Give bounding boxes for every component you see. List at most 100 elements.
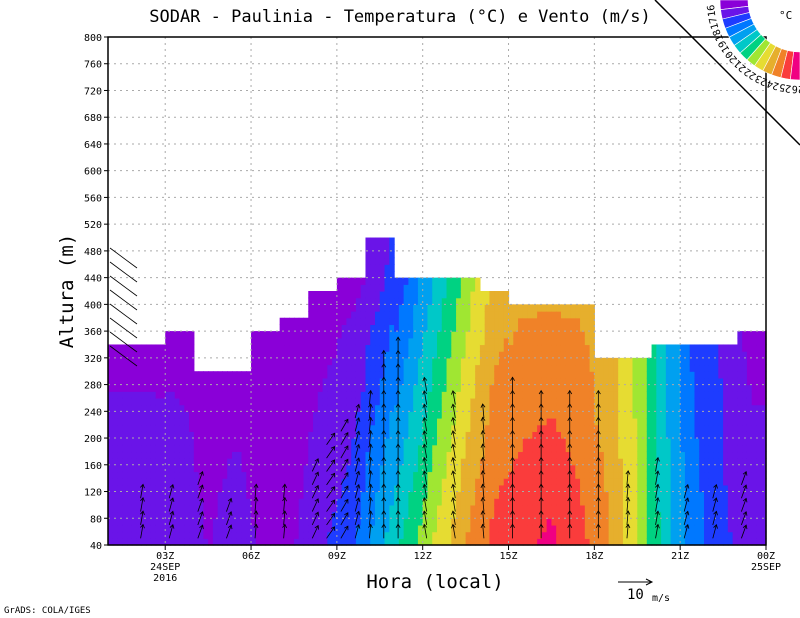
temperature-cell — [508, 351, 514, 359]
temperature-cell — [713, 411, 719, 419]
temperature-cell — [656, 397, 662, 406]
wind-arrowhead — [227, 511, 233, 516]
temperature-cell — [608, 438, 615, 446]
temperature-cell — [565, 451, 572, 459]
temperature-cell — [642, 518, 648, 526]
temperature-cell — [556, 424, 562, 432]
temperature-cell — [408, 438, 414, 446]
temperature-cell — [203, 424, 209, 432]
temperature-cell — [398, 498, 405, 506]
temperature-cell — [699, 524, 705, 533]
temperature-cell — [127, 391, 133, 399]
temperature-cell — [370, 464, 376, 473]
temperature-cell — [217, 404, 224, 412]
temperature-cell — [432, 424, 438, 432]
temperature-cell — [117, 431, 123, 439]
temperature-cell — [603, 371, 610, 379]
temperature-cell — [737, 418, 743, 426]
temperature-cell — [370, 284, 376, 292]
temperature-cell — [370, 484, 376, 493]
temperature-cell — [122, 364, 128, 372]
temperature-cell — [551, 491, 557, 499]
temperature-cell — [370, 331, 376, 339]
temperature-cell — [575, 418, 581, 426]
temperature-cell — [117, 391, 123, 399]
temperature-cell — [479, 484, 486, 493]
temperature-cell — [532, 431, 538, 439]
temperature-cell — [532, 491, 538, 499]
temperature-cell — [479, 344, 486, 352]
temperature-cell — [379, 431, 386, 439]
temperature-cell — [646, 471, 653, 479]
temperature-cell — [231, 531, 238, 539]
temperature-cell — [680, 504, 686, 513]
temperature-cell — [355, 531, 362, 539]
temperature-cell — [317, 478, 324, 486]
temperature-cell — [284, 411, 290, 419]
temperature-cell — [141, 438, 147, 446]
temperature-cell — [394, 357, 400, 366]
temperature-cell — [265, 458, 271, 466]
temperature-cell — [193, 391, 200, 399]
temperature-cell — [422, 331, 429, 339]
temperature-cell — [527, 424, 533, 432]
temperature-cell — [656, 411, 662, 419]
temperature-cell — [589, 451, 595, 459]
temperature-cell — [417, 431, 424, 439]
temperature-cell — [389, 304, 395, 312]
temperature-cell — [508, 424, 514, 432]
temperature-cell — [370, 424, 376, 432]
temperature-cell — [723, 538, 729, 546]
temperature-cell — [732, 518, 738, 526]
temperature-cell — [293, 431, 300, 439]
temperature-cell — [279, 491, 286, 499]
temperature-cell — [541, 384, 548, 392]
temperature-cell — [684, 511, 691, 519]
temperature-cell — [198, 478, 204, 486]
temperature-cell — [456, 317, 462, 326]
temperature-cell — [322, 418, 328, 426]
temperature-cell — [432, 411, 438, 419]
temperature-cell — [642, 478, 648, 486]
temperature-cell — [389, 257, 395, 265]
temperature-cell — [565, 511, 572, 519]
temperature-cell — [341, 411, 348, 419]
temperature-cell — [427, 357, 433, 366]
temperature-cell — [341, 297, 348, 305]
temperature-cell — [484, 538, 491, 546]
temperature-cell — [475, 418, 481, 426]
temperature-cell — [203, 431, 209, 439]
temperature-cell — [618, 518, 624, 526]
temperature-cell — [284, 444, 290, 453]
temperature-cell — [651, 458, 657, 466]
temperature-cell — [165, 377, 171, 386]
temperature-cell — [637, 397, 643, 406]
wind-arrowhead — [368, 443, 373, 448]
temperature-cell — [603, 451, 610, 459]
temperature-cell — [642, 484, 648, 493]
temperature-cell — [489, 451, 495, 459]
temperature-cell — [699, 538, 705, 546]
temperature-cell — [260, 337, 266, 346]
wind-arrow — [168, 484, 174, 499]
temperature-cell — [470, 464, 476, 473]
temperature-cell — [408, 431, 414, 439]
temperature-cell — [484, 504, 491, 513]
temperature-cell — [541, 424, 548, 432]
temperature-cell — [332, 311, 338, 319]
temperature-cell — [308, 297, 314, 305]
temperature-cell — [432, 498, 438, 506]
temperature-cell — [546, 491, 553, 499]
temperature-cell — [174, 518, 181, 526]
temperature-cell — [723, 357, 729, 366]
temperature-cell — [284, 317, 290, 326]
temperature-cell — [336, 524, 343, 533]
temperature-cell — [556, 484, 562, 493]
temperature-cell — [227, 491, 233, 499]
temperature-cell — [346, 317, 352, 326]
temperature-cell — [665, 538, 672, 546]
temperature-cell — [494, 464, 500, 473]
temperature-cell — [289, 404, 295, 412]
temperature-cell — [622, 524, 629, 533]
temperature-cell — [341, 284, 348, 292]
